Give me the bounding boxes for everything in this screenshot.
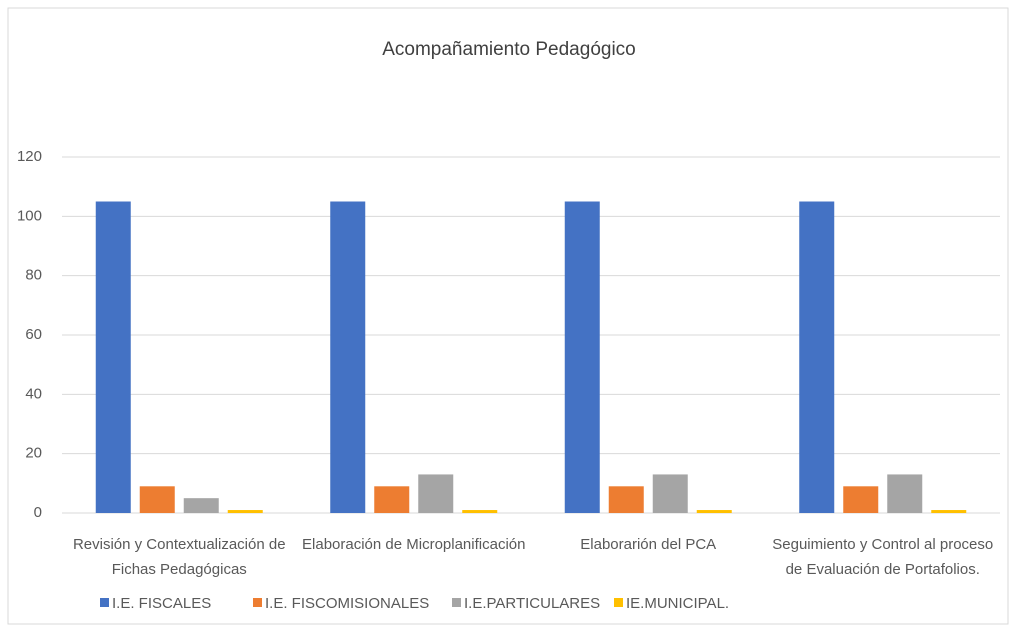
y-tick-label: 100 [17,207,42,224]
y-tick-label: 120 [17,148,42,165]
legend-swatch [100,598,109,607]
bar [843,486,879,513]
bar [95,201,131,513]
bar [139,486,175,513]
bar [887,474,923,513]
legend-label: I.E.PARTICULARES [464,595,600,612]
bar [608,486,644,513]
bar [183,498,219,513]
bar [652,474,688,513]
legend-swatch [614,598,623,607]
legend-label: IE.MUNICIPAL. [626,595,729,612]
bar [330,201,366,513]
bar [462,510,498,513]
x-tick-label: Revisión y Contextualización de Fichas P… [72,536,286,578]
chart-title: Acompañamiento Pedagógico [382,39,636,60]
bar [418,474,454,513]
y-tick-label: 0 [34,504,42,521]
bar [696,510,732,513]
bar [374,486,410,513]
x-tick-label: Elaboración de Microplanificación [302,536,526,553]
chart-frame [7,7,1009,625]
x-tick-label: Elaborarión del PCA [580,536,717,553]
legend-label: I.E. FISCALES [112,595,211,612]
y-tick-label: 60 [25,326,42,343]
y-tick-label: 80 [25,267,42,284]
bar [227,510,263,513]
y-tick-label: 20 [25,445,42,462]
legend-swatch [452,598,461,607]
y-tick-label: 40 [25,385,42,402]
bar [564,201,600,513]
legend-swatch [253,598,262,607]
bar [799,201,835,513]
x-tick-label: Seguimiento y Control al proceso de Eval… [772,536,994,578]
legend-label: I.E. FISCOMISIONALES [265,595,429,612]
bar [931,510,967,513]
